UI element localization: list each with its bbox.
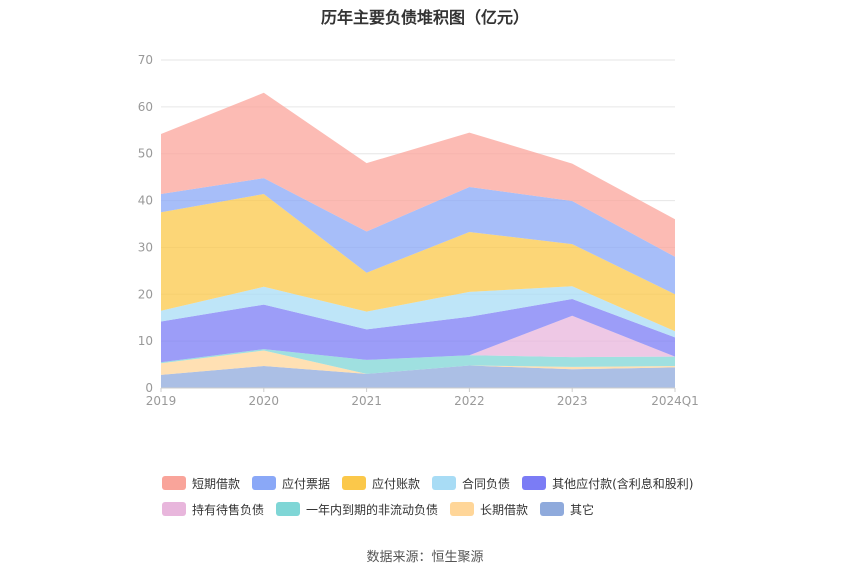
legend-row-2: 持有待售负债 一年内到期的非流动负债 长期借款 其它 [162,498,722,520]
y-tick-label: 60 [138,100,153,114]
legend-swatch [522,476,547,490]
legend-item[interactable]: 短期借款 [162,475,240,492]
legend-item[interactable]: 应付票据 [252,475,330,492]
legend-item[interactable]: 其他应付款(含利息和股利) [522,475,693,492]
legend-label: 应付票据 [282,476,331,491]
y-tick-label: 40 [138,194,153,208]
area-其他应付款(含利息和股利) [161,299,675,363]
legend-swatch [540,502,565,516]
legend-label: 一年内到期的非流动负债 [306,502,439,517]
legend-swatch [162,502,186,516]
legend-swatch [276,502,301,516]
area-长期借款 [161,350,675,375]
x-tick-label: 2020 [249,394,280,408]
legend-label: 其他应付款(含利息和股利) [552,476,694,491]
legend-label: 持有待售负债 [192,502,265,517]
x-tick-label: 2022 [454,394,485,408]
legend-item[interactable]: 一年内到期的非流动负债 [276,501,438,518]
chart-title: 历年主要负债堆积图（亿元） [320,8,529,27]
stacked-area-chart: 0 10 20 30 40 50 60 70 2019 2020 2021 2022 2023 2024Q… [138,53,699,408]
legend-swatch [162,476,186,490]
legend-label: 长期借款 [480,502,529,517]
y-tick-label: 30 [138,240,153,254]
area-合同负债 [161,286,675,338]
y-tick-label: 10 [138,334,153,348]
legend-swatch [432,476,457,490]
y-tick-label: 70 [138,53,153,67]
x-tick-label: 2024Q1 [651,394,699,408]
data-source-note: 数据来源：恒生聚源 [366,550,484,565]
legend-item[interactable]: 其它 [540,501,594,518]
area-短期借款 [161,92,675,257]
x-tick-label: 2019 [146,394,177,408]
legend-label: 合同负债 [462,476,511,491]
area-一年内到期的非流动负债 [161,349,675,374]
legend-label: 应付账款 [372,476,421,491]
area-持有待售负债 [161,315,675,363]
area-应付账款 [161,194,675,332]
legend-item[interactable]: 持有待售负债 [162,501,264,518]
legend-swatch [450,502,475,516]
y-tick-label: 20 [138,287,153,301]
legend-swatch [252,476,277,490]
axes: 0 10 20 30 40 50 60 70 2019 2020 2021 2022 2023 2024Q… [138,53,699,408]
legend-item[interactable]: 应付账款 [342,475,420,492]
area-应付票据 [161,178,675,295]
legend-swatch [342,476,367,490]
area-series [161,92,675,388]
x-tick-label: 2023 [557,394,588,408]
area-其它 [161,365,675,388]
legend-row-1: 短期借款 应付票据 应付账款 合同负债 其他应付款(含利息和股利) [162,472,722,494]
legend: 短期借款 应付票据 应付账款 合同负债 其他应付款(含利息和股利) 持有待售负债 一年内到… [162,472,722,524]
x-tick-label: 2021 [351,394,382,408]
legend-label: 其它 [570,502,595,517]
legend-label: 短期借款 [192,476,241,491]
legend-item[interactable]: 长期借款 [450,501,528,518]
y-tick-label: 0 [145,381,153,395]
y-tick-label: 50 [138,147,153,161]
legend-item[interactable]: 合同负债 [432,475,510,492]
